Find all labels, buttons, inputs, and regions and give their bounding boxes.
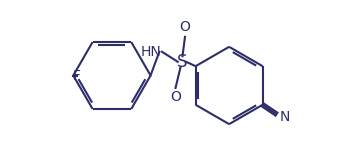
Text: HN: HN xyxy=(141,45,162,59)
Text: F: F xyxy=(73,69,81,82)
Text: N: N xyxy=(280,110,290,124)
Text: O: O xyxy=(170,90,181,104)
Text: O: O xyxy=(179,20,190,34)
Text: S: S xyxy=(177,53,187,71)
